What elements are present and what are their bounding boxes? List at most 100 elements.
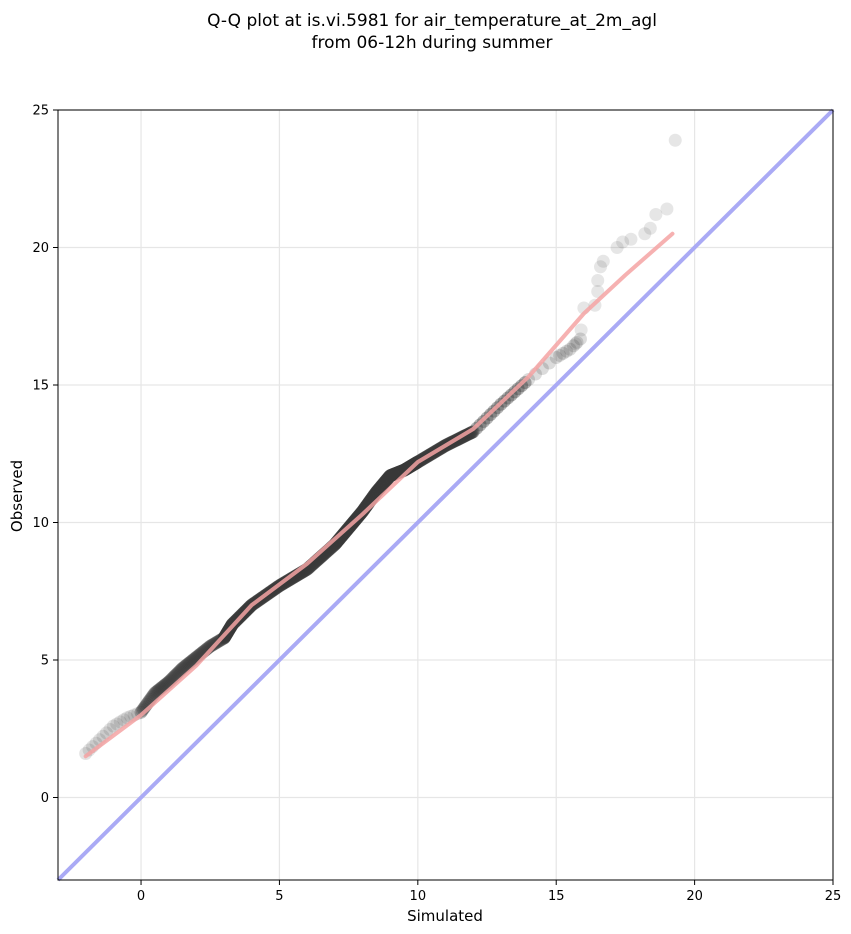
data-point	[103, 722, 117, 736]
data-point	[371, 483, 385, 497]
x-tick-label: 25	[825, 889, 842, 904]
data-point	[148, 686, 162, 700]
data-point	[388, 467, 402, 481]
data-point	[178, 659, 192, 673]
x-tick-label: 10	[410, 889, 427, 904]
data-point	[180, 658, 194, 672]
data-point	[402, 460, 416, 474]
data-point	[106, 719, 120, 733]
fit-line	[83, 231, 675, 759]
data-point	[594, 260, 607, 274]
data-point	[643, 221, 657, 235]
data-point	[182, 656, 196, 670]
data-point	[386, 468, 400, 482]
data-point	[356, 503, 370, 517]
data-point	[179, 659, 193, 672]
data-point	[384, 468, 398, 482]
data-point	[610, 241, 624, 254]
data-point	[374, 480, 388, 494]
data-point	[375, 478, 389, 492]
data-point	[385, 468, 399, 482]
data-point	[383, 469, 397, 483]
data-point	[389, 467, 403, 481]
x-tick-label: 5	[275, 889, 283, 904]
data-point	[384, 469, 398, 483]
chart-title-line-1: Q-Q plot at is.vi.5981 for air_temperatu…	[207, 11, 657, 31]
data-point	[616, 235, 630, 249]
data-point	[171, 666, 185, 680]
data-point	[563, 342, 577, 356]
data-point	[573, 332, 587, 346]
y-tick-label: 10	[32, 516, 49, 531]
data-point	[556, 346, 570, 360]
data-point	[373, 481, 387, 495]
data-point	[374, 479, 388, 493]
data-points	[79, 133, 682, 760]
data-point	[379, 473, 393, 487]
data-point	[375, 479, 389, 493]
data-point	[380, 472, 394, 486]
data-point	[378, 475, 392, 489]
data-point	[570, 335, 584, 349]
data-point	[169, 668, 183, 682]
y-tick-label: 5	[41, 654, 49, 669]
data-point	[79, 747, 93, 760]
data-point	[567, 339, 581, 353]
data-point	[383, 469, 397, 483]
data-point	[376, 477, 390, 491]
data-point	[389, 466, 403, 480]
data-point	[357, 502, 371, 516]
data-point	[335, 529, 349, 543]
y-tick-label: 20	[32, 241, 49, 256]
y-axis-ticks: 0 5 10 15 20 25	[32, 104, 58, 806]
y-tick-label: 25	[32, 104, 49, 119]
data-point	[553, 348, 567, 362]
data-point	[569, 337, 583, 351]
data-point	[660, 202, 674, 216]
plot-frame	[57, 109, 834, 881]
data-point	[181, 657, 195, 671]
data-point	[336, 528, 350, 542]
data-point	[151, 683, 165, 697]
data-point	[381, 471, 395, 485]
data-point	[401, 461, 415, 475]
data-point	[376, 478, 390, 492]
data-point	[152, 682, 166, 696]
data-point	[176, 661, 190, 675]
data-point	[401, 461, 415, 475]
x-tick-label: 0	[137, 889, 145, 904]
data-point	[382, 470, 396, 484]
data-point	[387, 467, 401, 481]
y-tick-label: 0	[41, 791, 49, 806]
data-point	[649, 208, 663, 221]
data-point	[370, 484, 384, 498]
data-point	[388, 467, 402, 481]
x-tick-label: 20	[686, 889, 703, 904]
data-point	[386, 468, 400, 482]
data-point	[135, 704, 149, 718]
data-point	[373, 481, 387, 495]
data-point	[591, 285, 605, 298]
data-point	[377, 476, 391, 490]
data-point	[377, 476, 391, 490]
data-point	[371, 483, 385, 497]
data-point	[173, 664, 187, 678]
data-point	[379, 474, 393, 488]
data-point	[560, 344, 574, 358]
identity-reference-line	[56, 108, 835, 882]
data-point	[624, 232, 638, 246]
plot-marks	[56, 108, 835, 882]
data-point	[204, 639, 218, 653]
data-point	[668, 133, 682, 147]
x-axis-ticks: 0 5 10 15 20 25	[137, 880, 841, 904]
data-point	[155, 681, 169, 694]
data-point	[638, 227, 652, 241]
y-axis-label: Observed	[8, 460, 26, 532]
data-point	[574, 323, 588, 337]
data-point	[381, 472, 395, 486]
x-axis-label: Simulated	[407, 907, 483, 925]
data-point	[154, 681, 168, 695]
data-point	[378, 475, 392, 489]
data-point	[385, 468, 399, 482]
